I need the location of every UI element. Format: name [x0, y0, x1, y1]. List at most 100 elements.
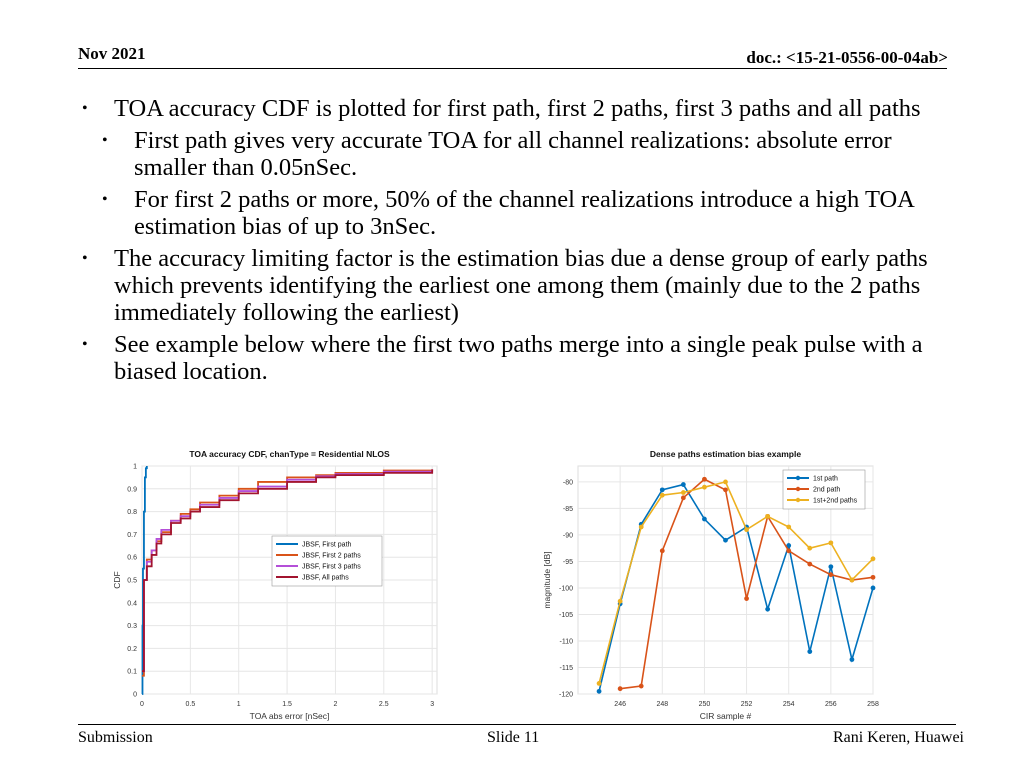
data-point: [702, 516, 707, 522]
y-tick-label: 0.8: [127, 509, 137, 516]
data-point: [744, 527, 749, 533]
data-point: [659, 492, 665, 498]
series-line: [598, 483, 874, 692]
header-rule: [78, 68, 947, 69]
bullet-text: See example below where the first two pa…: [114, 331, 923, 385]
x-axis-label: CIR sample #: [700, 711, 752, 721]
legend-label: JBSF, First 3 paths: [302, 564, 361, 571]
data-point: [617, 686, 623, 692]
bullet-dot-icon: •: [82, 336, 88, 353]
x-tick-label: 0.5: [185, 701, 195, 708]
cdf-chart: 0 0.5 1 1.5 2 2.5 3 0 0.1 0.2 0.3 0.4 0.5 0.6 0.7 0.8 0.…: [112, 449, 438, 721]
x-tick-label: 248: [656, 701, 668, 708]
data-point: [723, 479, 728, 485]
x-tick-label: 252: [741, 701, 753, 708]
chart-title: TOA accuracy CDF, chanType = Residential…: [189, 449, 390, 459]
bias-chart: 246 248 250 252 254 256 258 -80 -85 -90 -95 -100 -10…: [542, 449, 879, 721]
data-point: [744, 596, 749, 601]
y-tick-label: -115: [560, 665, 574, 672]
footer-submission: Submission: [78, 729, 153, 746]
bullet-text: TOA accuracy CDF is plotted for first pa…: [114, 95, 921, 122]
x-tick-label: 256: [825, 701, 837, 708]
y-tick-label: 0.2: [127, 646, 137, 653]
data-point: [870, 585, 876, 591]
x-tick-label: 1.5: [282, 701, 292, 708]
data-point: [765, 606, 771, 612]
data-point: [870, 574, 876, 580]
x-tick-label: 254: [783, 701, 795, 708]
legend-marker: [795, 475, 801, 481]
y-axis-label: magnitude [dB]: [542, 551, 552, 608]
data-point: [659, 548, 665, 554]
data-point: [849, 657, 855, 662]
data-point: [617, 598, 623, 604]
data-point: [786, 548, 792, 554]
legend-label: JBSF, All paths: [302, 575, 349, 582]
data-point: [807, 545, 813, 551]
y-tick-label: 0: [133, 692, 137, 699]
legend-label: 1st path: [813, 476, 838, 483]
bullet-text: First path gives very accurate TOA for a…: [134, 127, 892, 181]
x-tick-label: 3: [430, 701, 434, 708]
data-point: [828, 540, 834, 546]
chart-title: Dense paths estimation bias example: [650, 449, 801, 459]
y-tick-label: 1: [133, 464, 137, 471]
x-tick-label: 2: [333, 701, 337, 708]
data-point: [807, 649, 813, 654]
bullet-dot-icon: •: [102, 132, 108, 149]
y-tick-label: 0.9: [127, 486, 137, 493]
x-tick-label: 258: [867, 701, 879, 708]
legend-marker: [795, 497, 801, 503]
header-doc-id: doc.: <15-21-0556-00-04ab>: [746, 48, 948, 67]
data-point: [680, 495, 686, 501]
y-tick-label: 0.7: [127, 532, 137, 539]
x-axis-label: TOA abs error [nSec]: [250, 711, 330, 721]
data-point: [723, 487, 728, 493]
y-tick-label: -110: [560, 638, 574, 645]
x-tick-label: 250: [699, 701, 711, 708]
y-tick-label: 0.1: [127, 669, 137, 676]
series-line: [142, 469, 434, 673]
y-tick-label: -80: [563, 479, 573, 486]
data-point: [765, 513, 771, 519]
data-point: [870, 556, 876, 562]
bullet-item: • See example below where the first two p…: [78, 331, 968, 385]
data-point: [849, 577, 855, 583]
x-tick-label: 0: [140, 701, 144, 708]
y-tick-label: -90: [563, 532, 573, 539]
bullet-item: • TOA accuracy CDF is plotted for first p…: [78, 95, 968, 122]
bullet-list: • TOA accuracy CDF is plotted for first p…: [78, 95, 968, 390]
x-tick-label: 246: [614, 701, 626, 708]
data-point: [680, 482, 686, 487]
data-point: [638, 683, 644, 689]
bullet-dot-icon: •: [82, 100, 88, 117]
data-point: [596, 688, 602, 694]
legend-label: JBSF, First path: [302, 542, 352, 549]
data-point: [723, 537, 728, 543]
legend-marker: [795, 486, 801, 492]
y-tick-label: 0.4: [127, 600, 137, 607]
data-point: [596, 680, 602, 686]
y-tick-label: -95: [563, 559, 573, 566]
x-tick-label: 2.5: [379, 701, 389, 708]
footer-slide-number: Slide 11: [487, 729, 540, 746]
data-point: [807, 561, 813, 567]
series-line: [598, 480, 874, 684]
y-tick-label: 0.5: [127, 578, 137, 585]
data-point: [786, 524, 792, 530]
y-tick-label: -85: [563, 506, 573, 513]
x-tick-label: 1: [237, 701, 241, 708]
y-tick-label: -120: [559, 692, 573, 699]
header-date: Nov 2021: [78, 44, 146, 63]
y-axis-label: CDF: [112, 571, 122, 588]
series-line: [141, 466, 148, 695]
y-tick-label: -100: [559, 585, 573, 592]
bullet-text: For first 2 paths or more, 50% of the ch…: [134, 186, 914, 240]
legend-label: 2nd path: [813, 487, 840, 494]
data-point: [828, 564, 834, 570]
bullet-item: • For first 2 paths or more, 50% of the c…: [98, 186, 968, 240]
data-point: [702, 476, 707, 482]
footer-author: Rani Keren, Huawei: [832, 729, 964, 746]
data-point: [828, 572, 834, 578]
data-point: [659, 487, 665, 493]
